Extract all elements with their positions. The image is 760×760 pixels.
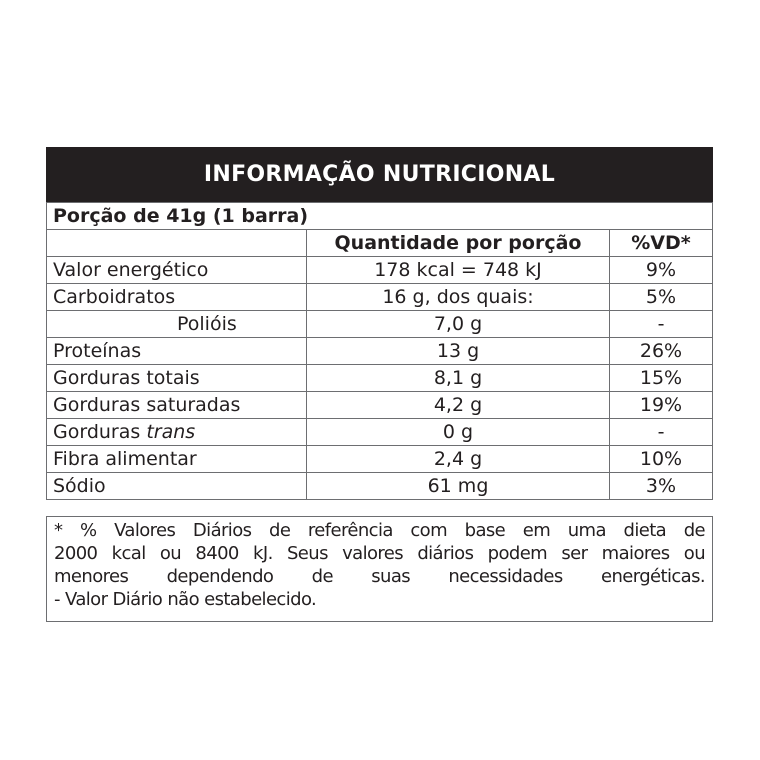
nutrient-quantity: 7,0 g xyxy=(306,310,610,338)
nutrient-dv: 10% xyxy=(609,445,713,473)
footnote: * % Valores Diários de referência com ba… xyxy=(46,516,713,622)
table-row: Fibra alimentar 2,4 g 10% xyxy=(46,445,713,473)
nutrient-quantity: 8,1 g xyxy=(306,364,610,392)
table-row: Sódio 61 mg 3% xyxy=(46,472,713,500)
table-row: Gorduras trans 0 g- xyxy=(46,418,713,446)
footnote-line: menores dependendo de suas necessidades … xyxy=(54,566,706,587)
nutrient-quantity: 178 kcal = 748 kJ xyxy=(306,256,610,284)
nutrient-dv: - xyxy=(609,310,713,338)
nutrient-dv: 26% xyxy=(609,337,713,365)
nutrient-name-italic: trans xyxy=(146,421,196,443)
nutrient-name: Fibra alimentar xyxy=(46,445,307,473)
nutrient-dv: 19% xyxy=(609,391,713,419)
header-dv: %VD* xyxy=(609,229,713,257)
nutrient-dv: 3% xyxy=(609,472,713,500)
table-title: INFORMAÇÃO NUTRICIONAL xyxy=(46,147,713,202)
nutrient-name: Polióis xyxy=(46,310,307,338)
nutrient-name-text: Gorduras xyxy=(53,421,141,443)
nutrient-name: Gorduras saturadas xyxy=(46,391,307,419)
nutrient-quantity: 16 g, dos quais: xyxy=(306,283,610,311)
nutrient-dv: 5% xyxy=(609,283,713,311)
nutrient-name: Sódio xyxy=(46,472,307,500)
nutrient-quantity: 4,2 g xyxy=(306,391,610,419)
table-row: Gorduras totais 8,1 g 15% xyxy=(46,364,713,392)
footnote-line: * % Valores Diários de referência com ba… xyxy=(54,520,706,541)
nutrient-quantity: 61 mg xyxy=(306,472,610,500)
nutrient-dv: 15% xyxy=(609,364,713,392)
nutrition-facts-table: INFORMAÇÃO NUTRICIONAL Porção de 41g (1 … xyxy=(46,147,713,500)
footnote-line: - Valor Diário não estabelecido. xyxy=(54,589,317,610)
table-row: Polióis 7,0 g- xyxy=(46,310,713,338)
nutrient-name: Carboidratos xyxy=(46,283,307,311)
nutrient-name: Gorduras trans xyxy=(46,418,307,446)
nutrient-name: Valor energético xyxy=(46,256,307,284)
nutrient-quantity: 2,4 g xyxy=(306,445,610,473)
table-row: Proteínas 13 g 26% xyxy=(46,337,713,365)
table-row: Gorduras saturadas 4,2 g 19% xyxy=(46,391,713,419)
serving-size: Porção de 41g (1 barra) xyxy=(46,202,713,230)
table-row: Carboidratos 16 g, dos quais: 5% xyxy=(46,283,713,311)
nutrient-name: Proteínas xyxy=(46,337,307,365)
nutrient-dv: - xyxy=(609,418,713,446)
nutrient-quantity: 13 g xyxy=(306,337,610,365)
nutrient-dv: 9% xyxy=(609,256,713,284)
nutrient-name: Gorduras totais xyxy=(46,364,307,392)
header-quantity: Quantidade por porção xyxy=(306,229,610,257)
nutrient-quantity: 0 g xyxy=(306,418,610,446)
footnote-line: 2000 kcal ou 8400 kJ. Seus valores diári… xyxy=(54,543,706,564)
header-blank xyxy=(46,229,307,257)
table-row: Valor energético 178 kcal = 748 kJ 9% xyxy=(46,256,713,284)
